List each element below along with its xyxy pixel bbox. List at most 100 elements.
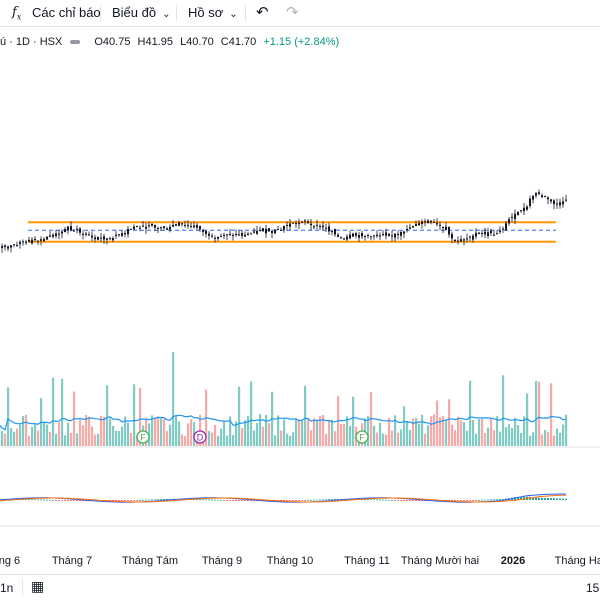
macd-histogram-bar <box>223 500 225 501</box>
macd-histogram-bar <box>469 500 471 501</box>
volume-bar <box>496 416 498 446</box>
candle-body <box>373 236 375 237</box>
candle-body <box>328 226 330 231</box>
chart-type-label: Biểu đồ <box>112 5 156 20</box>
redo-icon[interactable]: ↷ <box>286 0 299 26</box>
candle-body <box>490 231 492 233</box>
candle-body <box>538 192 540 194</box>
candle-body <box>316 225 318 226</box>
volume-bar <box>103 417 105 446</box>
calendar-icon[interactable]: ▦ <box>31 578 44 595</box>
right-range-label[interactable]: 15 <box>586 581 599 595</box>
candle-body <box>88 234 90 235</box>
volume-bar <box>550 383 552 446</box>
macd-histogram-bar <box>490 499 492 500</box>
candle-body <box>484 232 486 235</box>
volume-bar <box>175 416 177 446</box>
macd-histogram-bar <box>394 500 396 501</box>
candle-body <box>25 242 27 243</box>
candle-body <box>292 223 294 224</box>
x-tick-label: 2026 <box>501 555 525 567</box>
volume-bar <box>58 422 60 446</box>
macd-histogram-bar <box>118 500 120 501</box>
volume-bar <box>67 423 69 446</box>
volume-bar <box>250 382 252 446</box>
volume-bar <box>382 434 384 446</box>
candle-body <box>85 233 87 234</box>
candle-body <box>493 235 495 236</box>
candle-body <box>151 224 153 226</box>
volume-bar <box>304 386 306 446</box>
volume-bar <box>214 425 216 446</box>
macd-histogram-bar <box>304 500 306 501</box>
candle-body <box>229 234 231 235</box>
candle-body <box>10 245 12 247</box>
macd-histogram-bar <box>319 499 321 500</box>
volume-bar <box>436 400 438 446</box>
volume-bar <box>535 381 537 446</box>
candle-body <box>277 229 279 230</box>
candle-body <box>262 228 264 231</box>
macd-histogram-bar <box>313 500 315 501</box>
macd-histogram-bar <box>31 499 33 500</box>
interval-label[interactable]: 1n <box>0 581 13 595</box>
toolbar-divider <box>245 5 246 21</box>
x-tick-label: Tháng 10 <box>267 555 313 567</box>
macd-histogram-bar <box>154 499 156 500</box>
profile-button[interactable]: Hồ sơ⌄ <box>188 0 238 26</box>
candle-body <box>331 231 333 232</box>
eye-icon[interactable] <box>70 40 80 44</box>
volume-bar <box>556 429 558 446</box>
macd-histogram-bar <box>37 499 39 500</box>
candle-body <box>31 240 33 244</box>
candle-body <box>367 235 369 236</box>
candle-body <box>193 226 195 228</box>
macd-histogram-bar <box>547 498 549 500</box>
candle-body <box>4 245 6 247</box>
chart-type-button[interactable]: Biểu đồ⌄ <box>112 0 170 26</box>
macd-histogram-bar <box>55 500 57 501</box>
candle-body <box>7 247 9 249</box>
candle-body <box>142 226 144 227</box>
candle-body <box>382 234 384 235</box>
candle-body <box>418 223 420 225</box>
candle-body <box>559 202 561 205</box>
close-value: C41.70 <box>221 36 256 48</box>
candle-body <box>547 198 549 200</box>
volume-bar <box>70 433 72 446</box>
volume-bar <box>115 431 117 446</box>
macd-histogram-bar <box>46 500 48 501</box>
symbol-label[interactable]: ú · 1D · HSX <box>0 36 62 48</box>
candle-body <box>181 223 183 224</box>
candle-body <box>46 237 48 240</box>
volume-bar <box>154 417 156 446</box>
indicators-button[interactable]: Các chỉ báo <box>32 0 101 26</box>
undo-icon[interactable]: ↶ <box>256 0 269 26</box>
macd-histogram-bar <box>376 499 378 500</box>
open-value: O40.75 <box>94 36 130 48</box>
volume-bar <box>484 433 486 446</box>
macd-histogram-bar <box>58 500 60 501</box>
candle-body <box>424 221 426 222</box>
macd-histogram-bar <box>217 500 219 501</box>
macd-histogram-bar <box>70 500 72 501</box>
volume-bar <box>181 434 183 446</box>
volume-bar <box>64 435 66 446</box>
candle-body <box>100 238 102 239</box>
fx-icon[interactable]: fx <box>12 0 21 26</box>
candle-body <box>502 229 504 230</box>
volume-bar <box>340 424 342 446</box>
candle-body <box>160 227 162 228</box>
macd-histogram-bar <box>127 500 129 501</box>
volume-bar <box>31 427 33 446</box>
macd-histogram-bar <box>460 500 462 501</box>
candle-body <box>169 227 171 230</box>
candle-body <box>40 239 42 241</box>
candle-body <box>268 228 270 231</box>
volume-bar <box>508 424 510 446</box>
macd-histogram-bar <box>535 497 537 500</box>
candle-body <box>544 196 546 197</box>
bottom-toolbar: 1n ▦ 15 <box>0 574 600 601</box>
